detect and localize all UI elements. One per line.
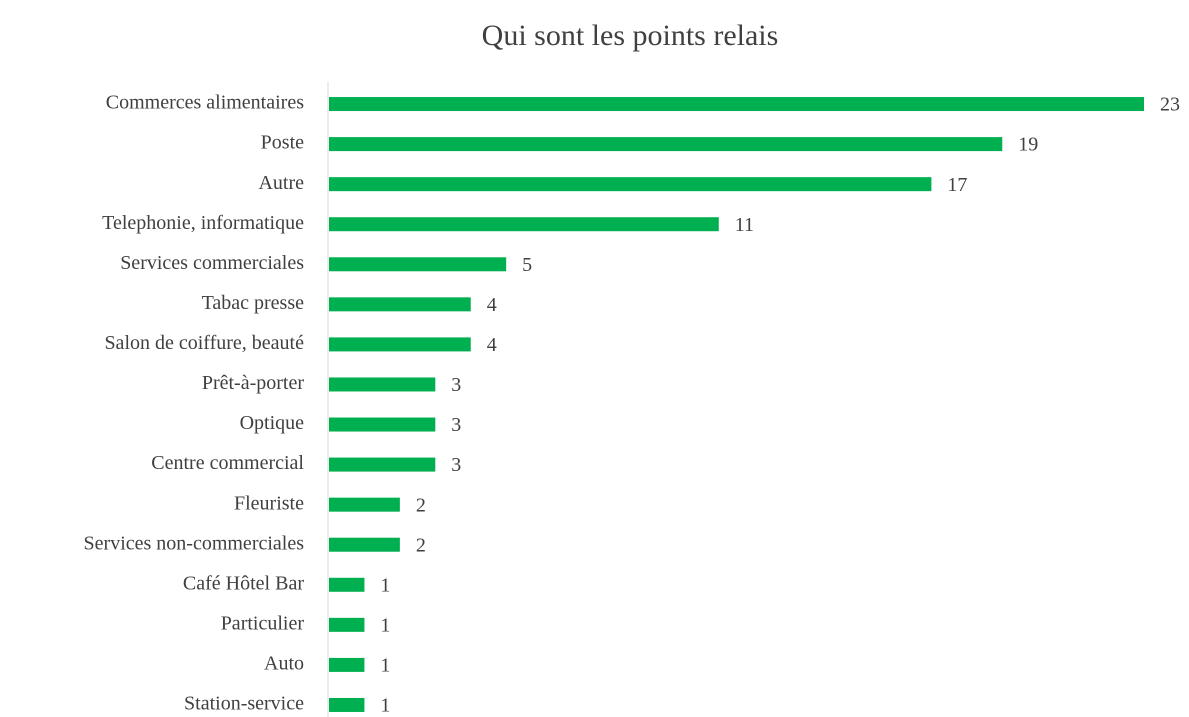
bar	[329, 257, 507, 272]
y-tick-label: Café Hôtel Bar	[183, 572, 304, 594]
y-tick-label: Optique	[240, 412, 305, 434]
bar	[329, 577, 365, 592]
y-tick-label: Salon de coiffure, beauté	[104, 332, 304, 354]
y-tick-label: Fleuriste	[234, 492, 304, 514]
bar	[329, 337, 471, 352]
bar	[329, 417, 436, 432]
data-label: 17	[947, 174, 967, 196]
data-label: 1	[380, 655, 390, 677]
data-label: 1	[380, 574, 390, 596]
data-label: 1	[380, 614, 390, 636]
bar	[329, 497, 400, 512]
y-tick-label: Services non-commerciales	[84, 532, 305, 554]
data-label: 3	[451, 454, 461, 476]
bar	[329, 617, 365, 632]
bar	[329, 457, 436, 472]
data-label: 3	[451, 374, 461, 396]
y-tick-label: Commerces alimentaires	[106, 92, 304, 114]
y-tick-label: Auto	[264, 653, 304, 675]
bar	[329, 657, 365, 672]
data-label: 1	[380, 695, 390, 717]
data-label: 5	[522, 254, 532, 276]
data-label: 4	[487, 294, 497, 316]
y-tick-label: Station-service	[184, 693, 304, 715]
y-tick-label: Centre commercial	[151, 452, 304, 474]
y-tick-label: Telephonie, informatique	[102, 212, 304, 234]
data-label: 3	[451, 414, 461, 436]
bar	[329, 137, 1003, 152]
data-label: 19	[1018, 134, 1038, 156]
data-label: 11	[735, 214, 754, 236]
y-tick-label: Tabac presse	[202, 292, 305, 314]
chart-title: Qui sont les points relais	[482, 19, 779, 52]
y-tick-label: Particulier	[221, 612, 305, 634]
y-tick-label: Poste	[261, 132, 304, 154]
y-tick-label: Services commerciales	[120, 252, 304, 274]
data-label: 23	[1160, 94, 1180, 116]
bar	[329, 697, 365, 712]
bar	[329, 297, 471, 312]
y-tick-label: Prêt-à-porter	[202, 372, 305, 394]
y-tick-label: Autre	[258, 172, 304, 194]
bar	[329, 217, 719, 232]
data-label: 2	[416, 534, 426, 556]
data-label: 2	[416, 494, 426, 516]
bar	[329, 97, 1144, 112]
data-label: 4	[487, 334, 497, 356]
bar	[329, 537, 400, 552]
bar	[329, 177, 932, 192]
bar	[329, 377, 436, 392]
